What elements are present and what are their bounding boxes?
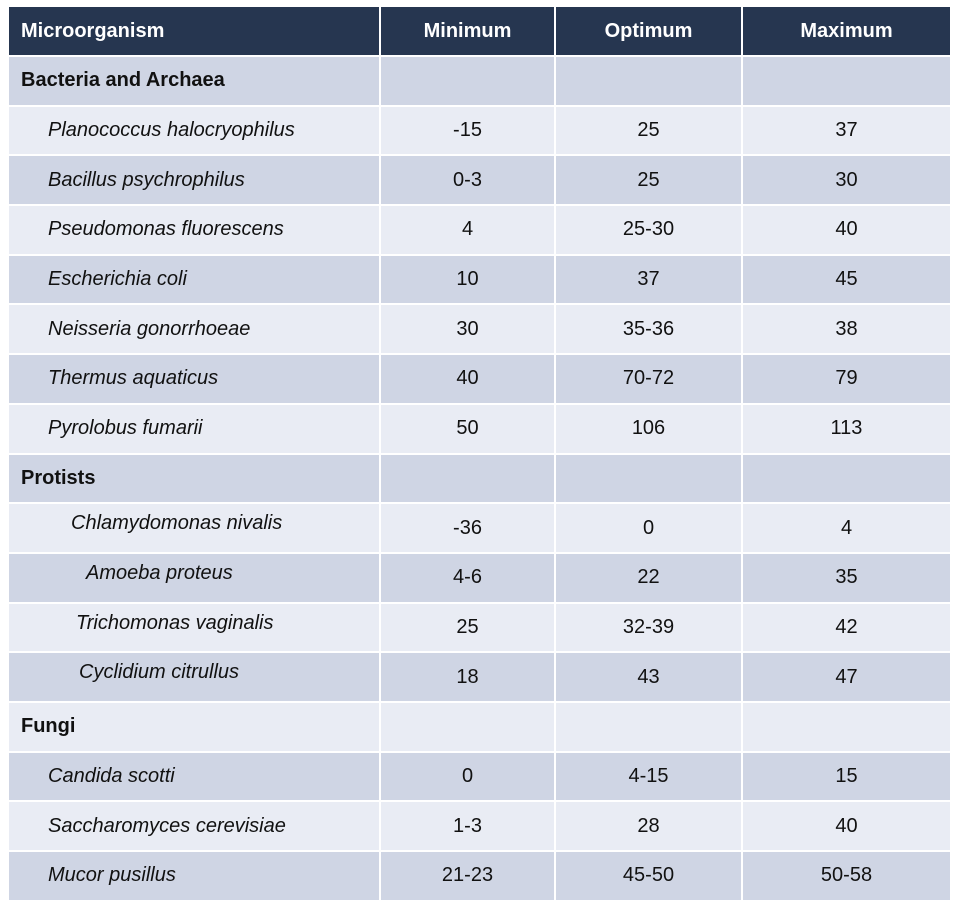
table-row: Pyrolobus fumarii 50 106 113 [7,402,952,455]
group-row: Protists [7,452,952,505]
table-row: Cyclidium citrullus 18 43 47 [7,651,952,703]
group-label-fungi: Fungi [7,700,381,753]
max-temp: 38 [741,303,952,356]
table-row: Mucor pusillus 21-23 45-50 50-58 [7,850,952,902]
opt-temp: 28 [554,800,743,852]
organism-name: Mucor pusillus [7,850,381,902]
min-temp: 0 [379,750,556,803]
header-minimum: Minimum [379,5,556,57]
table-row: Bacillus psychrophilus 0-3 25 30 [7,154,952,207]
table-row: Chlamydomonas nivalis -36 0 4 [7,502,952,554]
min-temp: 18 [379,651,556,703]
organism-name: Pseudomonas fluorescens [7,204,381,256]
table-row: Pseudomonas fluorescens 4 25-30 40 [7,204,952,256]
table-row: Neisseria gonorrhoeae 30 35-36 38 [7,303,952,356]
organism-name: Bacillus psychrophilus [7,154,381,207]
max-temp: 30 [741,154,952,207]
opt-temp: 106 [554,402,743,455]
group-label-protists: Protists [7,452,381,505]
organism-name: Neisseria gonorrhoeae [7,303,381,356]
opt-temp: 32-39 [554,601,743,654]
empty-cell [379,55,556,107]
organism-name: Trichomonas vaginalis [7,601,381,654]
empty-cell [554,452,743,505]
max-temp: 37 [741,104,952,157]
table-row: Amoeba proteus 4-6 22 35 [7,551,952,604]
organism-name: Candida scotti [7,750,381,803]
max-temp: 35 [741,551,952,604]
organism-name: Planococcus halocryophilus [7,104,381,157]
max-temp: 50-58 [741,850,952,902]
empty-cell [379,452,556,505]
organism-name: Escherichia coli [7,253,381,306]
max-temp: 79 [741,353,952,405]
organism-name: Amoeba proteus [7,551,381,604]
organism-name: Pyrolobus fumarii [7,402,381,455]
organism-name: Chlamydomonas nivalis [7,502,381,554]
empty-cell [379,700,556,753]
organism-name: Cyclidium citrullus [7,651,381,703]
header-maximum: Maximum [741,5,952,57]
min-temp: 0-3 [379,154,556,207]
min-temp: -36 [379,502,556,554]
header-optimum: Optimum [554,5,743,57]
opt-temp: 37 [554,253,743,306]
table-row: Escherichia coli 10 37 45 [7,253,952,306]
opt-temp: 43 [554,651,743,703]
min-temp: 40 [379,353,556,405]
max-temp: 15 [741,750,952,803]
min-temp: 50 [379,402,556,455]
group-row: Bacteria and Archaea [7,55,952,107]
empty-cell [554,55,743,107]
max-temp: 40 [741,204,952,256]
opt-temp: 70-72 [554,353,743,405]
organism-name: Saccharomyces cerevisiae [7,800,381,852]
max-temp: 47 [741,651,952,703]
min-temp: 10 [379,253,556,306]
table-row: Thermus aquaticus 40 70-72 79 [7,353,952,405]
min-temp: -15 [379,104,556,157]
opt-temp: 0 [554,502,743,554]
opt-temp: 35-36 [554,303,743,356]
table-row: Saccharomyces cerevisiae 1-3 28 40 [7,800,952,852]
max-temp: 40 [741,800,952,852]
max-temp: 45 [741,253,952,306]
empty-cell [741,452,952,505]
table-row: Candida scotti 0 4-15 15 [7,750,952,803]
max-temp: 4 [741,502,952,554]
empty-cell [741,700,952,753]
max-temp: 113 [741,402,952,455]
group-label-bacteria-archaea: Bacteria and Archaea [7,55,381,107]
table-row: Trichomonas vaginalis 25 32-39 42 [7,601,952,654]
min-temp: 30 [379,303,556,356]
min-temp: 4 [379,204,556,256]
max-temp: 42 [741,601,952,654]
opt-temp: 22 [554,551,743,604]
opt-temp: 45-50 [554,850,743,902]
min-temp: 4-6 [379,551,556,604]
min-temp: 25 [379,601,556,654]
organism-name: Thermus aquaticus [7,353,381,405]
table-row: Planococcus halocryophilus -15 25 37 [7,104,952,157]
header-row: Microorganism Minimum Optimum Maximum [7,5,952,57]
temperature-range-table: Microorganism Minimum Optimum Maximum Ba… [7,5,952,902]
opt-temp: 25 [554,154,743,207]
group-row: Fungi [7,700,952,753]
opt-temp: 4-15 [554,750,743,803]
header-microorganism: Microorganism [7,5,381,57]
min-temp: 21-23 [379,850,556,902]
opt-temp: 25-30 [554,204,743,256]
min-temp: 1-3 [379,800,556,852]
empty-cell [554,700,743,753]
empty-cell [741,55,952,107]
opt-temp: 25 [554,104,743,157]
